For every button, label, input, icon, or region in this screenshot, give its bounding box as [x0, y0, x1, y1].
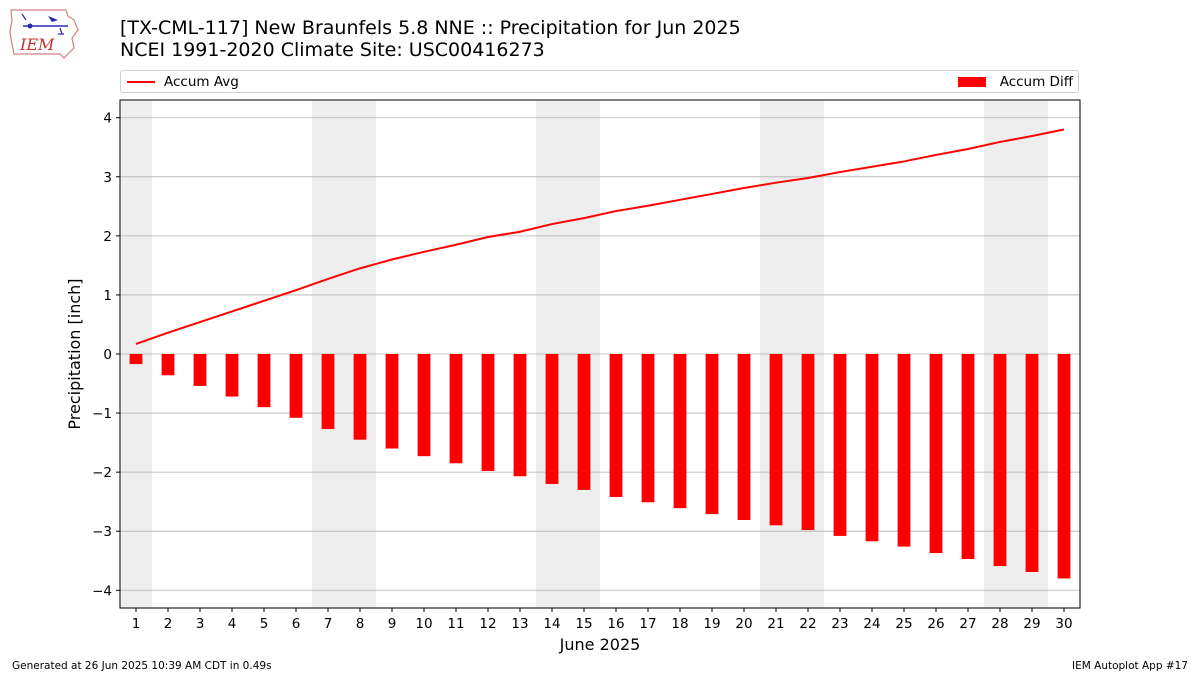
- bar-accum-diff: [833, 354, 847, 536]
- bar-accum-diff: [1025, 354, 1039, 572]
- x-tick-label: 16: [607, 616, 624, 632]
- legend-bar-label: Accum Diff: [999, 74, 1073, 90]
- bar-accum-diff: [353, 354, 367, 440]
- x-tick-label: 23: [831, 616, 848, 632]
- bar-accum-diff: [257, 354, 271, 408]
- bar-accum-diff: [161, 354, 175, 376]
- bar-accum-diff: [417, 354, 431, 457]
- bar-accum-diff: [545, 354, 559, 484]
- chart-title: [TX-CML-117] New Braunfels 5.8 NNE :: Pr…: [120, 17, 741, 39]
- bar-accum-diff: [993, 354, 1007, 567]
- y-tick-label: −1: [92, 406, 112, 422]
- bar-accum-diff: [801, 354, 815, 531]
- x-tick-label: 26: [927, 616, 944, 632]
- bar-accum-diff: [225, 354, 239, 397]
- x-tick-label: 17: [639, 616, 656, 632]
- x-tick-label: 7: [324, 616, 333, 632]
- y-tick-label: −3: [92, 524, 112, 540]
- bar-accum-diff: [641, 354, 655, 503]
- iem-logo: IEM: [8, 6, 80, 60]
- legend-bar-swatch: [958, 77, 986, 87]
- y-axis-label: Precipitation [inch]: [65, 278, 84, 429]
- bar-accum-diff: [129, 354, 143, 365]
- y-tick-label: 1: [103, 288, 112, 304]
- line-accum-avg: [135, 128, 1065, 345]
- footer-app: IEM Autoplot App #17: [1072, 660, 1188, 672]
- bar-accum-diff: [961, 354, 975, 559]
- x-tick-label: 27: [959, 616, 976, 632]
- x-tick-label: 19: [703, 616, 720, 632]
- x-tick-label: 28: [991, 616, 1008, 632]
- y-tick-label: −4: [92, 583, 112, 599]
- legend-line-label: Accum Avg: [164, 74, 239, 90]
- x-tick-label: 13: [511, 616, 528, 632]
- bar-accum-diff: [673, 354, 687, 509]
- y-tick-label: 2: [103, 229, 112, 245]
- x-tick-label: 24: [863, 616, 880, 632]
- bar-accum-diff: [609, 354, 623, 497]
- x-tick-label: 3: [196, 616, 205, 632]
- bar-accum-diff: [1057, 354, 1071, 579]
- x-tick-label: 25: [895, 616, 912, 632]
- bar-accum-diff: [449, 354, 463, 464]
- x-tick-label: 2: [164, 616, 173, 632]
- bar-accum-diff: [929, 354, 943, 554]
- x-tick-label: 5: [260, 616, 269, 632]
- y-tick-label: 4: [103, 111, 112, 127]
- bar-accum-diff: [513, 354, 527, 477]
- bar-accum-diff: [897, 354, 911, 547]
- x-axis-label: June 2025: [559, 635, 641, 654]
- x-tick-label: 15: [575, 616, 592, 632]
- x-tick-label: 6: [292, 616, 301, 632]
- bar-accum-diff: [577, 354, 591, 490]
- bar-accum-diff: [481, 354, 495, 471]
- x-tick-label: 12: [479, 616, 496, 632]
- x-tick-label: 22: [799, 616, 816, 632]
- bar-accum-diff: [737, 354, 751, 520]
- bar-accum-diff: [865, 354, 879, 542]
- x-tick-label: 11: [447, 616, 464, 632]
- x-tick-label: 14: [543, 616, 560, 632]
- x-tick-label: 29: [1023, 616, 1040, 632]
- x-tick-label: 30: [1055, 616, 1072, 632]
- x-tick-label: 8: [356, 616, 365, 632]
- x-tick-label: 20: [735, 616, 752, 632]
- bar-accum-diff: [769, 354, 783, 526]
- plot-frame: [119, 99, 1081, 609]
- legend: Accum Avg Accum Diff: [120, 70, 1079, 93]
- x-tick-label: 1: [132, 616, 141, 632]
- legend-line-swatch: [127, 81, 155, 83]
- bar-accum-diff: [321, 354, 335, 430]
- x-tick-label: 10: [415, 616, 432, 632]
- y-tick-label: 3: [103, 170, 112, 186]
- bar-accum-diff: [385, 354, 399, 449]
- chart-subtitle: NCEI 1991-2020 Climate Site: USC00416273: [120, 39, 545, 61]
- footer-generated: Generated at 26 Jun 2025 10:39 AM CDT in…: [12, 660, 272, 672]
- bar-accum-diff: [705, 354, 719, 515]
- bar-accum-diff: [193, 354, 207, 386]
- y-tick-label: −2: [92, 465, 112, 481]
- x-tick-label: 4: [228, 616, 237, 632]
- svg-text:IEM: IEM: [19, 35, 55, 54]
- y-tick-label: 0: [103, 347, 112, 363]
- x-tick-label: 9: [388, 616, 397, 632]
- x-tick-label: 21: [767, 616, 784, 632]
- bar-accum-diff: [289, 354, 303, 418]
- x-tick-label: 18: [671, 616, 688, 632]
